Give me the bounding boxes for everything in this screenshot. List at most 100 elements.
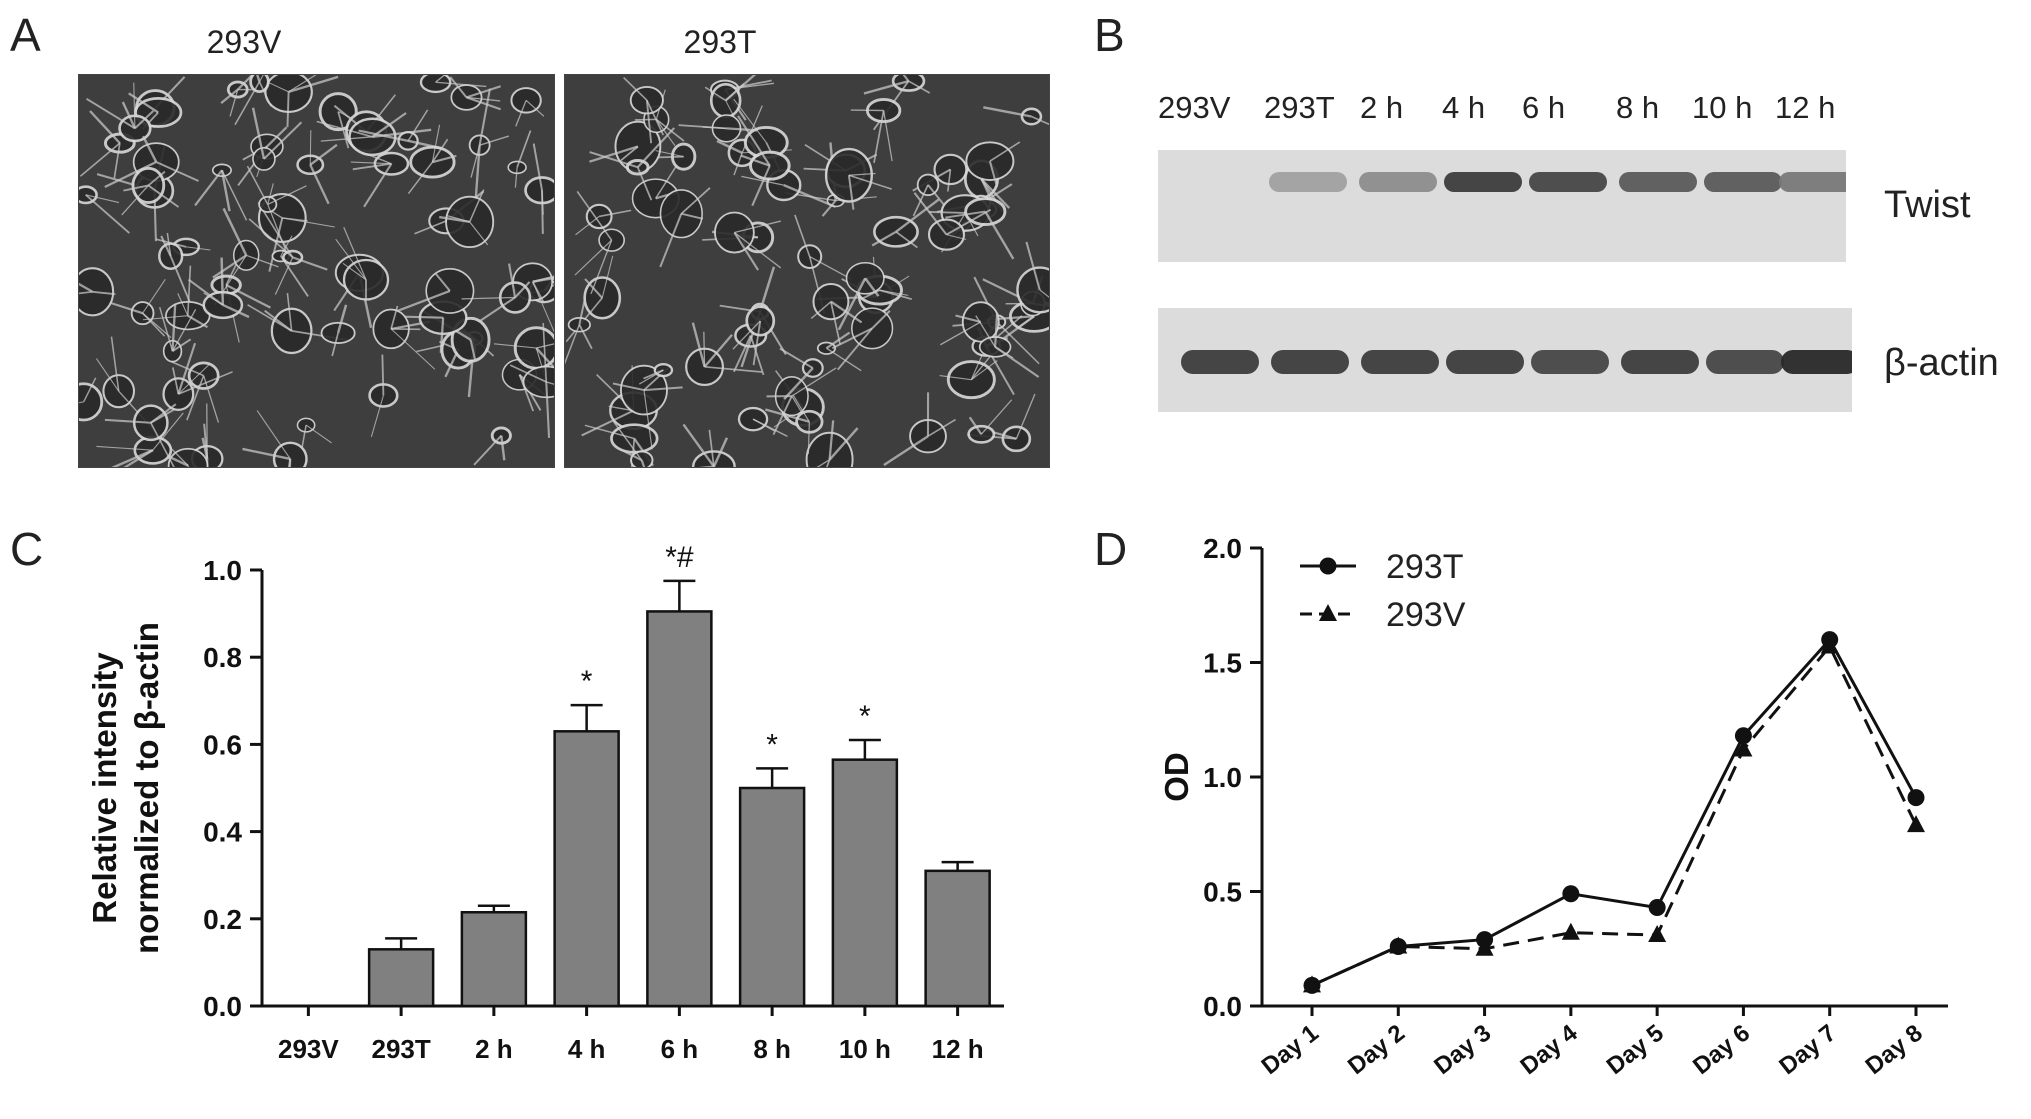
cell-process xyxy=(994,346,1040,378)
y-tick-label: 0.0 xyxy=(203,991,242,1022)
cell-process xyxy=(142,315,188,321)
cell-process xyxy=(682,423,715,467)
cell-process xyxy=(352,162,392,171)
significance-marker: * xyxy=(766,728,778,761)
cell-process xyxy=(525,99,545,117)
cell-process xyxy=(381,354,385,396)
cell-process xyxy=(837,327,873,371)
cell-process xyxy=(816,459,830,467)
x-tick-label: 2 h xyxy=(475,1034,513,1064)
cell-process xyxy=(658,155,684,159)
legend-label: 293T xyxy=(1386,548,1464,586)
blot-band xyxy=(1446,350,1524,374)
cell-process xyxy=(620,448,643,462)
cell-process xyxy=(267,185,307,206)
cell-process xyxy=(643,386,683,392)
cell-process xyxy=(740,154,771,167)
cell-process xyxy=(532,276,554,284)
cell-process xyxy=(343,226,367,281)
cell-process xyxy=(863,79,909,95)
y-axis-label: OD xyxy=(1158,752,1195,802)
cell-process xyxy=(589,151,638,169)
cell-process xyxy=(716,139,743,155)
cell-process xyxy=(828,420,835,460)
cell-process xyxy=(222,303,250,319)
cell-process xyxy=(536,343,554,349)
cell-process xyxy=(142,279,166,314)
cell-process xyxy=(461,296,516,300)
cell-process xyxy=(654,165,678,199)
cell-process xyxy=(147,170,166,187)
cell-process xyxy=(390,305,399,330)
cell-process xyxy=(726,127,758,132)
cell-process xyxy=(541,190,544,234)
data-point-293T xyxy=(1907,789,1925,807)
cell-process xyxy=(79,142,121,177)
cell-process xyxy=(79,290,93,295)
cell-process xyxy=(267,183,274,205)
cell-process xyxy=(996,321,1040,365)
cell-process xyxy=(733,231,759,271)
cell-process xyxy=(264,309,293,332)
y-tick-label: 0.4 xyxy=(203,817,242,848)
x-tick-label: Day 2 xyxy=(1343,1019,1410,1080)
twist-blot xyxy=(1158,150,1857,262)
cell-process xyxy=(971,360,998,381)
cell-process xyxy=(636,127,676,168)
cell-process xyxy=(287,458,292,467)
cell-process xyxy=(286,292,293,331)
significance-marker: * xyxy=(859,700,871,733)
cell-process xyxy=(220,257,225,306)
micrograph-293t xyxy=(564,74,1050,468)
cell-process xyxy=(274,257,294,295)
cell-process xyxy=(104,418,151,424)
cell-process xyxy=(783,184,836,208)
cell-process xyxy=(601,255,614,299)
cell-process xyxy=(830,300,863,324)
x-tick-label: 4 h xyxy=(568,1034,606,1064)
cell-process xyxy=(643,369,664,380)
cell-process xyxy=(691,322,706,368)
cell-process xyxy=(643,389,653,450)
lane-label-10h: 10 h xyxy=(1692,90,1753,125)
cell-process xyxy=(809,256,852,280)
cell-process xyxy=(85,194,120,204)
cell-process xyxy=(309,143,338,166)
cell-process xyxy=(166,232,172,257)
cell-process xyxy=(407,109,429,142)
cell-process xyxy=(733,98,767,143)
cell-process xyxy=(350,161,392,165)
cell-process xyxy=(623,76,648,101)
cell-process xyxy=(810,301,832,319)
cell-process xyxy=(186,375,205,421)
cell-process xyxy=(983,106,1032,118)
bar xyxy=(738,786,806,1008)
cell-process xyxy=(703,331,706,367)
blot-band xyxy=(1359,172,1437,192)
cell-process xyxy=(342,262,367,281)
cell-process xyxy=(848,172,876,176)
cell-process xyxy=(468,189,485,223)
cell-process xyxy=(194,169,223,207)
x-tick-label: 293V xyxy=(278,1034,339,1064)
blot-band xyxy=(1269,172,1347,192)
cell-process xyxy=(85,194,130,234)
cell-process xyxy=(301,424,307,447)
cell-process xyxy=(358,129,409,142)
cell-process xyxy=(939,375,972,381)
blot-band xyxy=(1361,350,1439,374)
y-axis-label: Relative intensity normalized to β-actin xyxy=(86,622,165,954)
cell-process xyxy=(792,394,810,423)
blot-band xyxy=(1704,172,1782,192)
data-point-293V xyxy=(1389,936,1408,954)
cell-process xyxy=(574,239,613,276)
cell-process xyxy=(268,217,284,272)
cell-process xyxy=(258,75,264,83)
data-point-293V xyxy=(1303,975,1321,993)
cell-process xyxy=(545,381,551,438)
cell-process xyxy=(363,163,393,208)
cell-process xyxy=(542,322,548,382)
lane-label-4h: 4 h xyxy=(1442,90,1486,125)
cell-process xyxy=(518,374,535,412)
cell-process xyxy=(335,238,367,281)
